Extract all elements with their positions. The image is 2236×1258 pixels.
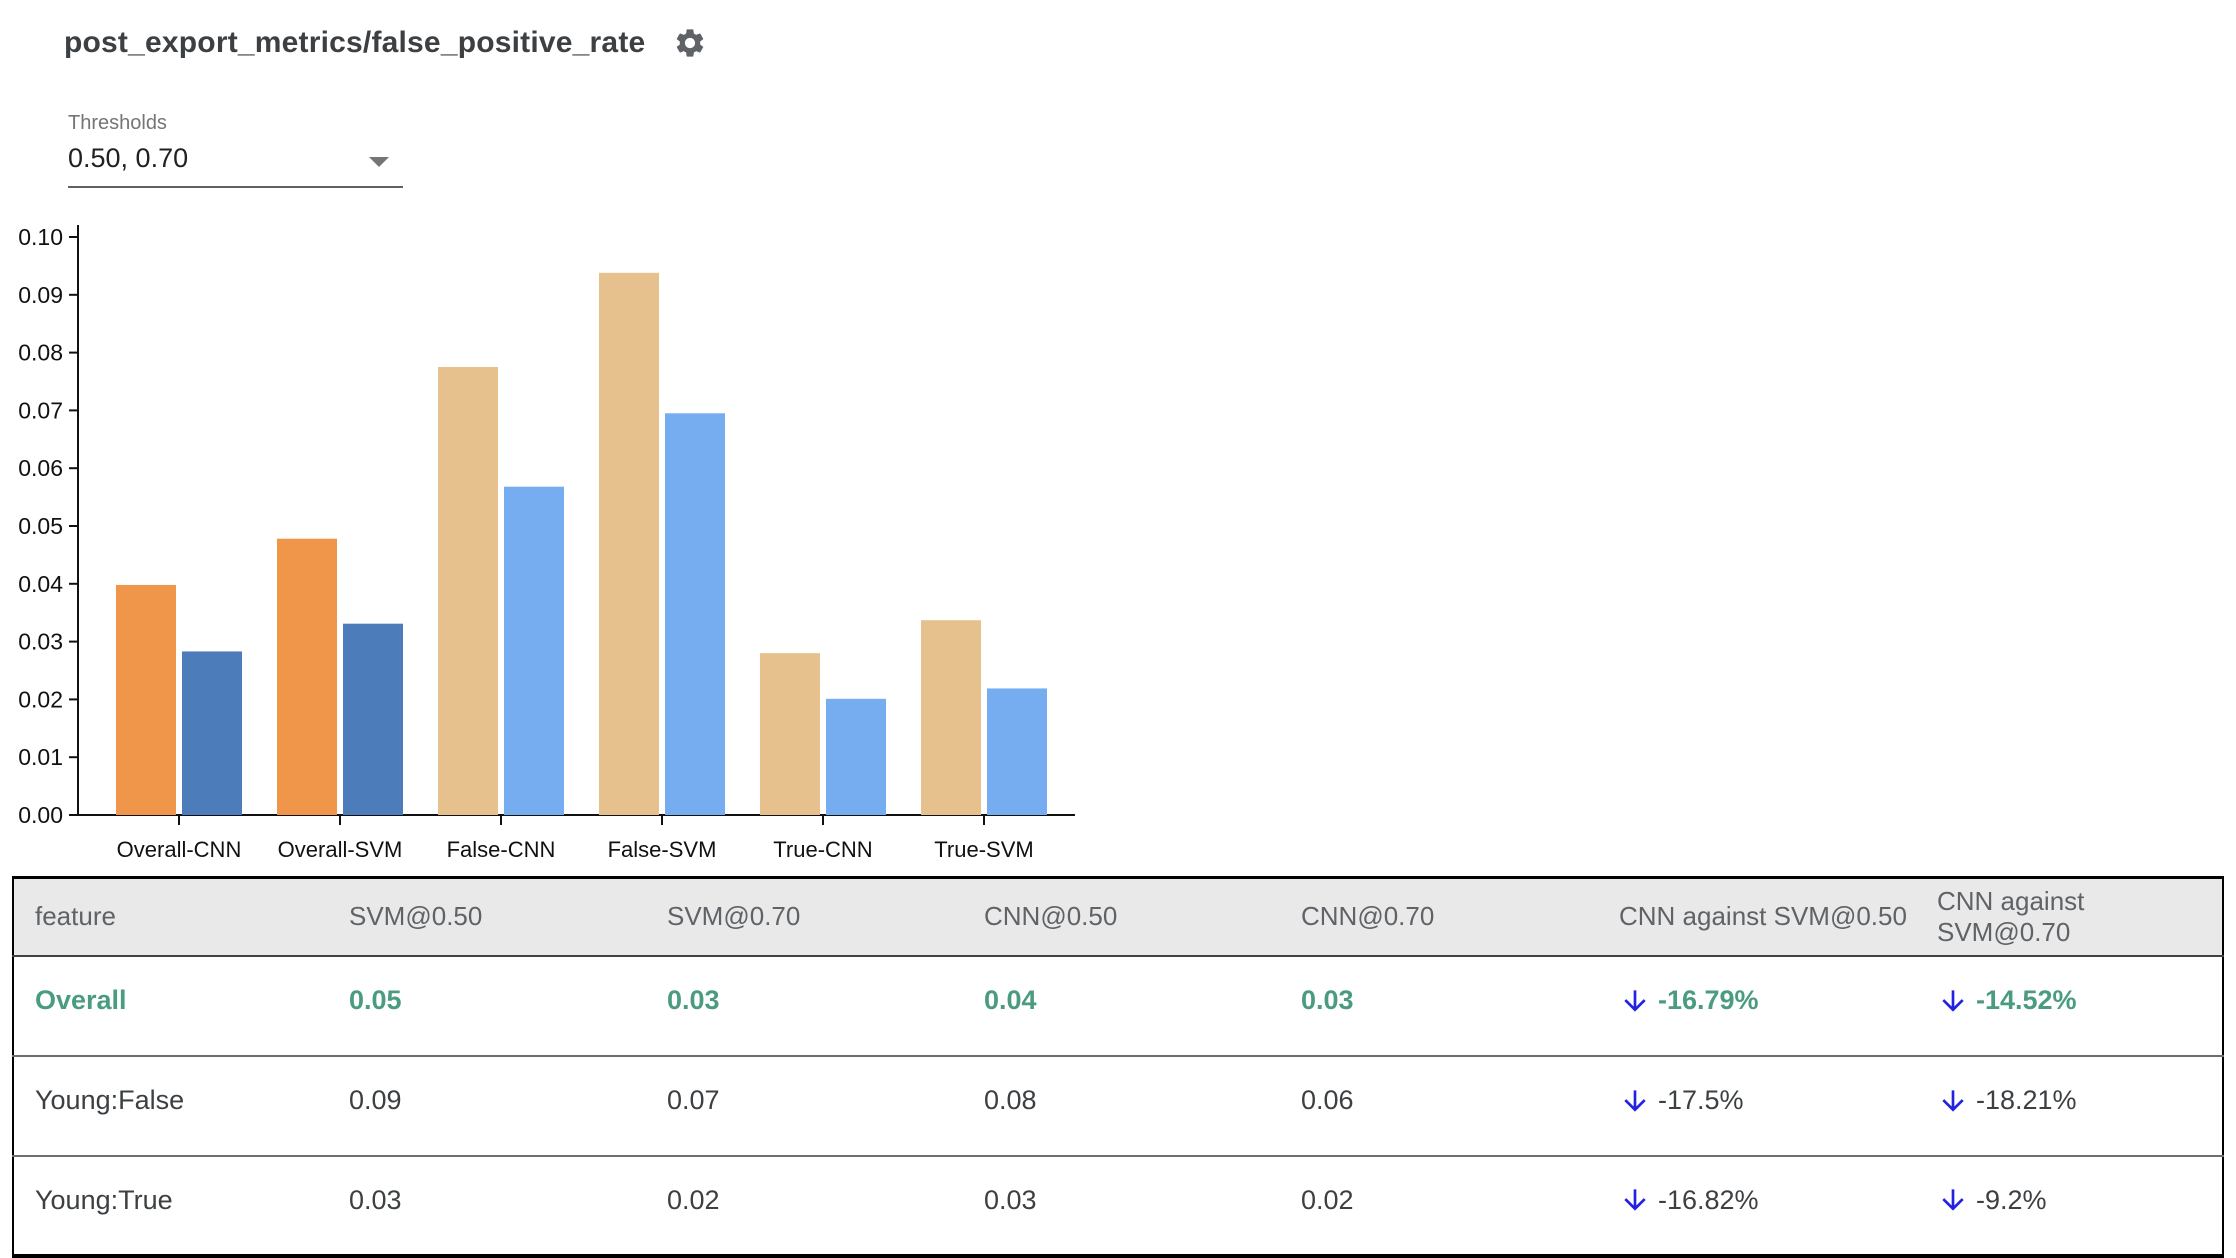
- x-tick-label: False-CNN: [447, 837, 556, 862]
- y-tick-label: 0.08: [18, 340, 63, 366]
- delta-cell: -17.5%: [1619, 1056, 1937, 1156]
- y-tick-label: 0.02: [18, 686, 63, 712]
- y-tick-label: 0.00: [18, 802, 63, 828]
- column-header-svm-0-50: SVM@0.50: [349, 877, 667, 957]
- delta-value: -9.2%: [1976, 1184, 2047, 1215]
- x-tick-label: False-SVM: [608, 837, 717, 862]
- delta-value: -18.21%: [1976, 1085, 2077, 1115]
- bar-Overall-SVM-threshold-0.70[interactable]: [343, 623, 403, 815]
- thresholds-select[interactable]: Thresholds 0.50, 0.70: [68, 112, 403, 188]
- arrow-down-icon: [1937, 1085, 1969, 1117]
- bar-False-SVM-threshold-0.50[interactable]: [599, 272, 659, 815]
- arrow-down-icon: [1937, 985, 1969, 1017]
- metric-value-cell: 0.02: [667, 1184, 720, 1215]
- metric-value-cell: 0.06: [1301, 1085, 1354, 1115]
- feature-cell: Young:True: [35, 1184, 173, 1215]
- metric-value-cell: 0.05: [349, 985, 402, 1015]
- bar-chart-svg: 0.00 0.01 0.02 0.03 0.04 0.05 0.06 0.07 0.08 0.09…: [18, 224, 1075, 862]
- metric-value-cell: 0.08: [984, 1085, 1037, 1115]
- column-header-feature: feature: [13, 877, 349, 957]
- feature-cell: Overall: [35, 985, 127, 1015]
- y-tick-label: 0.04: [18, 571, 63, 597]
- arrow-down-icon: [1619, 1184, 1651, 1216]
- y-tick-label: 0.09: [18, 282, 63, 308]
- bar-True-SVM-threshold-0.50[interactable]: [921, 620, 981, 815]
- bar-True-CNN-threshold-0.70[interactable]: [826, 698, 886, 815]
- bar-True-CNN-threshold-0.50[interactable]: [760, 653, 820, 815]
- metric-value-cell: 0.03: [349, 1184, 402, 1215]
- y-tick-label: 0.01: [18, 744, 63, 770]
- x-tick-label: Overall-CNN: [117, 837, 242, 862]
- metric-value-cell: 0.03: [984, 1184, 1037, 1215]
- column-header-cnn-against-svm-0-70: CNN against SVM@0.70: [1937, 877, 2223, 957]
- metric-value-cell: 0.09: [349, 1085, 402, 1115]
- y-tick-label: 0.10: [18, 224, 63, 250]
- thresholds-label: Thresholds: [68, 112, 167, 134]
- delta-value: -16.82%: [1658, 1184, 1759, 1215]
- delta-cell: -16.79%: [1619, 956, 1937, 1056]
- arrow-down-icon: [1937, 1184, 1969, 1216]
- metric-value-cell: 0.07: [667, 1085, 720, 1115]
- delta-value: -16.79%: [1658, 985, 1759, 1015]
- bar-Overall-SVM-threshold-0.50[interactable]: [277, 538, 337, 815]
- metric-value-cell: 0.02: [1301, 1184, 1354, 1215]
- thresholds-value: 0.50, 0.70: [68, 143, 189, 173]
- metric-value-cell: 0.04: [984, 985, 1037, 1015]
- dropdown-caret-icon: [369, 156, 389, 167]
- bar-True-SVM-threshold-0.70[interactable]: [987, 688, 1047, 815]
- y-tick-label: 0.06: [18, 455, 63, 481]
- table-header-row: feature SVM@0.50 SVM@0.70 CNN@0.50 CNN@0.70 C…: [13, 877, 2223, 957]
- widget-header: post_export_metrics/false_positive_rate: [64, 26, 707, 60]
- false-positive-rate-bar-chart: 0.00 0.01 0.02 0.03 0.04 0.05 0.06 0.07 0.08 0.09…: [0, 212, 1100, 877]
- y-tick-label: 0.07: [18, 397, 63, 423]
- gear-icon[interactable]: [673, 26, 707, 60]
- metric-value-cell: 0.03: [1301, 985, 1354, 1015]
- metrics-table: feature SVM@0.50 SVM@0.70 CNN@0.50 CNN@0.70 C…: [12, 876, 2224, 1258]
- delta-cell: -16.82%: [1619, 1156, 1937, 1256]
- delta-cell: -14.52%: [1937, 956, 2223, 1056]
- x-tick-label: True-CNN: [773, 837, 872, 862]
- x-tick-label: Overall-SVM: [278, 837, 403, 862]
- y-tick-label: 0.05: [18, 513, 63, 539]
- bar-Overall-CNN-threshold-0.50[interactable]: [116, 584, 176, 815]
- metric-value-cell: 0.03: [667, 985, 720, 1015]
- table-row-overall: Overall 0.05 0.03 0.04 0.03 -16.79% -14.52%: [13, 956, 2223, 1056]
- x-tick-label: True-SVM: [934, 837, 1033, 862]
- bar-False-CNN-threshold-0.70[interactable]: [504, 486, 564, 815]
- column-header-cnn-0-70: CNN@0.70: [1301, 877, 1619, 957]
- table-row-young-true: Young:True 0.03 0.02 0.03 0.02 -16.82% -9.2%: [13, 1156, 2223, 1256]
- delta-value: -14.52%: [1976, 985, 2077, 1015]
- y-tick-label: 0.03: [18, 629, 63, 655]
- column-header-svm-0-70: SVM@0.70: [667, 877, 984, 957]
- delta-cell: -18.21%: [1937, 1056, 2223, 1156]
- delta-value: -17.5%: [1658, 1085, 1744, 1115]
- feature-cell: Young:False: [35, 1085, 185, 1115]
- bar-False-CNN-threshold-0.50[interactable]: [438, 367, 498, 815]
- arrow-down-icon: [1619, 1085, 1651, 1117]
- table-row-young-false: Young:False 0.09 0.07 0.08 0.06 -17.5% -18.21%: [13, 1056, 2223, 1156]
- column-header-cnn-against-svm-0-50: CNN against SVM@0.50: [1619, 877, 1937, 957]
- arrow-down-icon: [1619, 985, 1651, 1017]
- page-title: post_export_metrics/false_positive_rate: [64, 26, 646, 59]
- bar-False-SVM-threshold-0.70[interactable]: [665, 413, 725, 815]
- bar-Overall-CNN-threshold-0.70[interactable]: [182, 651, 242, 815]
- column-header-cnn-0-50: CNN@0.50: [984, 877, 1301, 957]
- delta-cell: -9.2%: [1937, 1156, 2223, 1256]
